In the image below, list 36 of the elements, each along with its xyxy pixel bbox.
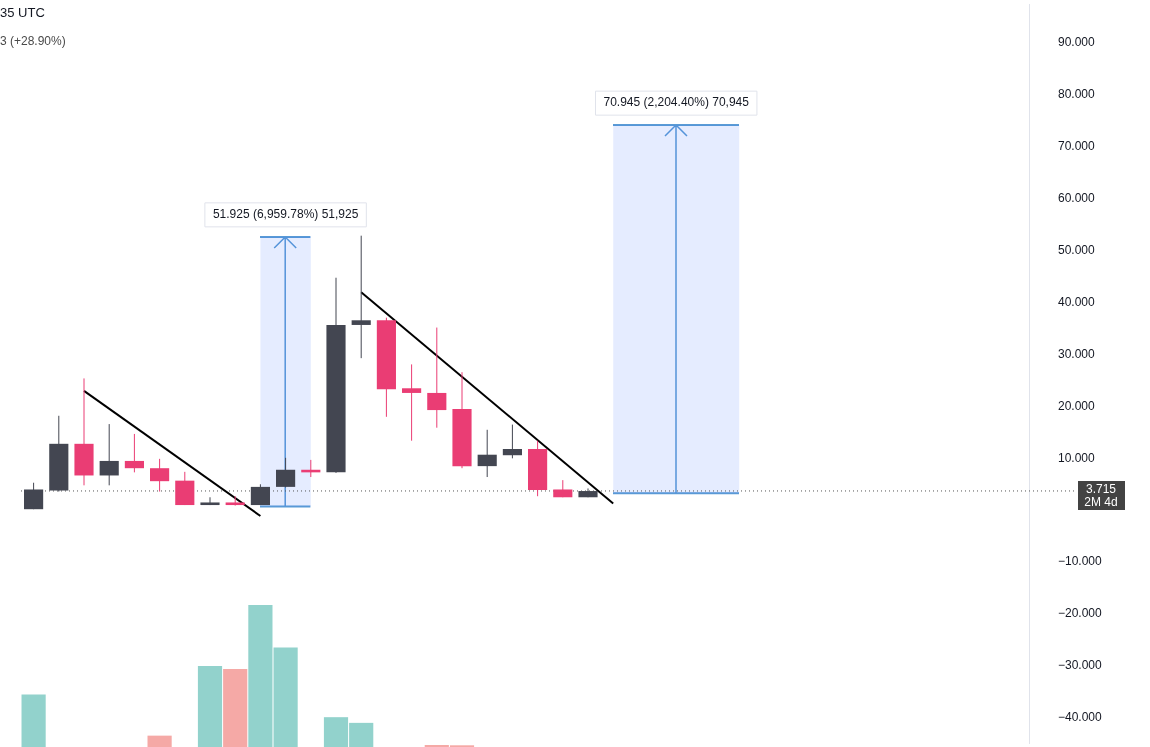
- bar: [248, 605, 273, 747]
- chart-title: 35 UTC: [0, 5, 45, 20]
- candlestick: [477, 429, 497, 478]
- bar: [197, 666, 223, 747]
- bar: [147, 735, 172, 747]
- candlestick: [124, 433, 144, 473]
- candlestick: [427, 327, 447, 429]
- band-label: 70.945 (2,204.40%) 70,945: [603, 95, 750, 110]
- bar: [273, 647, 298, 747]
- ref-line-label: 3.715: [1085, 482, 1117, 497]
- y-tick-label: −40.000: [1058, 710, 1103, 725]
- candlestick: [351, 235, 371, 359]
- y-tick-label: 60.000: [1058, 191, 1096, 206]
- candlestick: [99, 423, 119, 486]
- text: 3 (+28.90%): [0, 34, 66, 48]
- candlestick: [402, 363, 422, 442]
- y-tick-label: 10.000: [1058, 450, 1096, 465]
- candlestick: [200, 496, 220, 506]
- text: 2M 4d: [1084, 495, 1118, 510]
- y-tick-label: −30.000: [1058, 658, 1103, 673]
- y-tick-label: −20.000: [1058, 606, 1103, 621]
- band-label: 51.925 (6,959.78%) 51,925: [212, 207, 359, 222]
- y-tick-label: 20.000: [1058, 398, 1096, 413]
- candlestick: [24, 482, 44, 510]
- y-tick-label: 80.000: [1058, 87, 1096, 102]
- candlestick: [502, 424, 522, 459]
- y-tick-label: 50.000: [1058, 243, 1096, 258]
- y-tick-label: −10.000: [1058, 554, 1103, 569]
- bar: [223, 668, 248, 747]
- bar: [21, 694, 46, 747]
- candlestick: [150, 458, 170, 493]
- y-tick-label: 90.000: [1058, 35, 1096, 50]
- y-tick-label: 40.000: [1058, 294, 1096, 309]
- candlestick: [276, 457, 296, 488]
- y-tick-label: 70.000: [1058, 139, 1096, 154]
- y-tick-label: 30.000: [1058, 346, 1096, 361]
